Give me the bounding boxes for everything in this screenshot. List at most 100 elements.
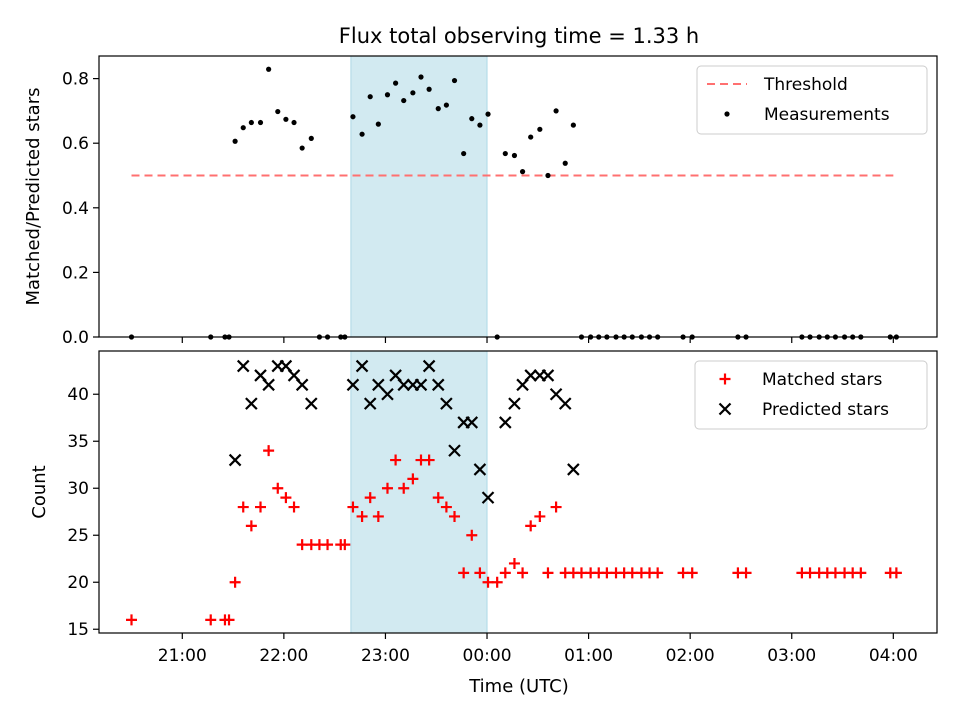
y-tick-label: 0.8 bbox=[62, 70, 89, 90]
data-point bbox=[390, 454, 402, 466]
data-point bbox=[469, 116, 475, 122]
data-point bbox=[346, 378, 360, 392]
data-point bbox=[414, 378, 428, 392]
data-point bbox=[553, 108, 559, 114]
data-point bbox=[381, 387, 394, 401]
data-point bbox=[245, 397, 258, 410]
y-tick-label: 40 bbox=[67, 385, 89, 405]
data-point bbox=[570, 122, 576, 128]
data-point bbox=[465, 416, 479, 429]
data-point bbox=[266, 66, 272, 72]
data-point bbox=[283, 116, 289, 122]
bottom-highlight-span bbox=[350, 350, 488, 634]
legend-label: Measurements bbox=[764, 105, 890, 125]
y-tick-label: 25 bbox=[67, 526, 89, 546]
x-tick-label: 21:00 bbox=[158, 646, 207, 666]
data-point bbox=[431, 378, 445, 392]
data-point bbox=[367, 94, 373, 100]
data-point bbox=[356, 510, 368, 522]
top-legend: Threshold Measurements bbox=[696, 65, 928, 135]
data-point bbox=[545, 172, 551, 179]
bottom-legend: Matched stars Predicted stars bbox=[694, 360, 928, 430]
y-tick-label: 15 bbox=[67, 620, 89, 640]
data-point bbox=[245, 520, 257, 532]
legend-label: Threshold bbox=[763, 75, 848, 95]
data-point bbox=[550, 501, 562, 513]
legend-swatch bbox=[724, 111, 730, 117]
data-point bbox=[499, 567, 511, 579]
data-point bbox=[355, 359, 369, 373]
data-point bbox=[473, 463, 487, 476]
data-point bbox=[229, 576, 241, 588]
legend-label: Predicted stars bbox=[762, 400, 889, 420]
top-plot-frame bbox=[98, 55, 938, 338]
bottom-panel: 15 20 25 30 35 40 21:00 22:00 23:00 00:00 01:00 02:… bbox=[29, 350, 938, 666]
data-point bbox=[440, 501, 452, 513]
data-point bbox=[288, 501, 300, 513]
data-point bbox=[562, 160, 568, 166]
data-point bbox=[308, 135, 314, 141]
data-point bbox=[381, 482, 393, 494]
data-point bbox=[517, 567, 529, 579]
data-point bbox=[508, 557, 520, 569]
x-tick-label: 23:00 bbox=[361, 646, 410, 666]
data-point bbox=[295, 378, 309, 392]
data-point bbox=[537, 126, 543, 132]
data-point bbox=[686, 567, 698, 579]
data-point bbox=[542, 567, 554, 579]
data-point bbox=[519, 169, 526, 175]
data-point bbox=[499, 416, 512, 429]
chart-title: Flux total observing time = 1.33 h bbox=[339, 24, 699, 48]
data-point bbox=[549, 387, 563, 401]
data-point bbox=[426, 86, 432, 92]
x-tick-label: 01:00 bbox=[564, 646, 613, 666]
data-point bbox=[485, 111, 491, 117]
legend-frame bbox=[694, 360, 928, 430]
data-point bbox=[418, 74, 424, 80]
data-point bbox=[339, 539, 351, 551]
data-point bbox=[401, 97, 407, 104]
data-point bbox=[350, 114, 356, 120]
data-point bbox=[890, 567, 902, 579]
data-point bbox=[524, 369, 537, 382]
data-point bbox=[397, 378, 411, 392]
data-point bbox=[567, 463, 580, 476]
data-point bbox=[223, 614, 235, 626]
top-panel: 0.0 0.2 0.4 0.6 0.8 Matched/Predicted stars Th… bbox=[23, 55, 938, 348]
x-axis-label: Time (UTC) bbox=[468, 676, 569, 697]
data-point bbox=[652, 567, 664, 579]
data-point bbox=[461, 150, 467, 157]
y-tick-label: 30 bbox=[67, 479, 89, 499]
y-tick-label: 35 bbox=[67, 432, 89, 452]
x-tick-label: 00:00 bbox=[463, 646, 512, 666]
data-point bbox=[275, 108, 281, 115]
data-point bbox=[255, 501, 267, 513]
data-point bbox=[257, 119, 264, 126]
y-tick-label: 0.0 bbox=[62, 328, 89, 348]
data-point bbox=[272, 482, 284, 494]
data-point bbox=[322, 539, 334, 551]
data-point bbox=[528, 134, 534, 140]
data-point bbox=[855, 567, 867, 579]
x-tick-label: 22:00 bbox=[259, 646, 308, 666]
data-point bbox=[451, 77, 458, 84]
data-point bbox=[502, 150, 508, 157]
data-point bbox=[363, 397, 377, 410]
data-point bbox=[435, 106, 441, 112]
data-point bbox=[347, 501, 359, 513]
x-tick-label: 04:00 bbox=[869, 646, 918, 666]
legend-swatch bbox=[719, 373, 731, 385]
data-point bbox=[423, 454, 435, 466]
data-point bbox=[240, 125, 246, 131]
data-point bbox=[280, 492, 292, 504]
data-point bbox=[398, 482, 410, 494]
data-point bbox=[449, 510, 461, 522]
data-point bbox=[474, 567, 486, 579]
data-point bbox=[205, 614, 217, 626]
x-tick-label: 02:00 bbox=[666, 646, 715, 666]
bottom-y-axis-label: Count bbox=[29, 465, 50, 518]
data-point bbox=[372, 510, 384, 522]
bottom-series-1 bbox=[228, 359, 580, 504]
data-point bbox=[422, 359, 436, 373]
